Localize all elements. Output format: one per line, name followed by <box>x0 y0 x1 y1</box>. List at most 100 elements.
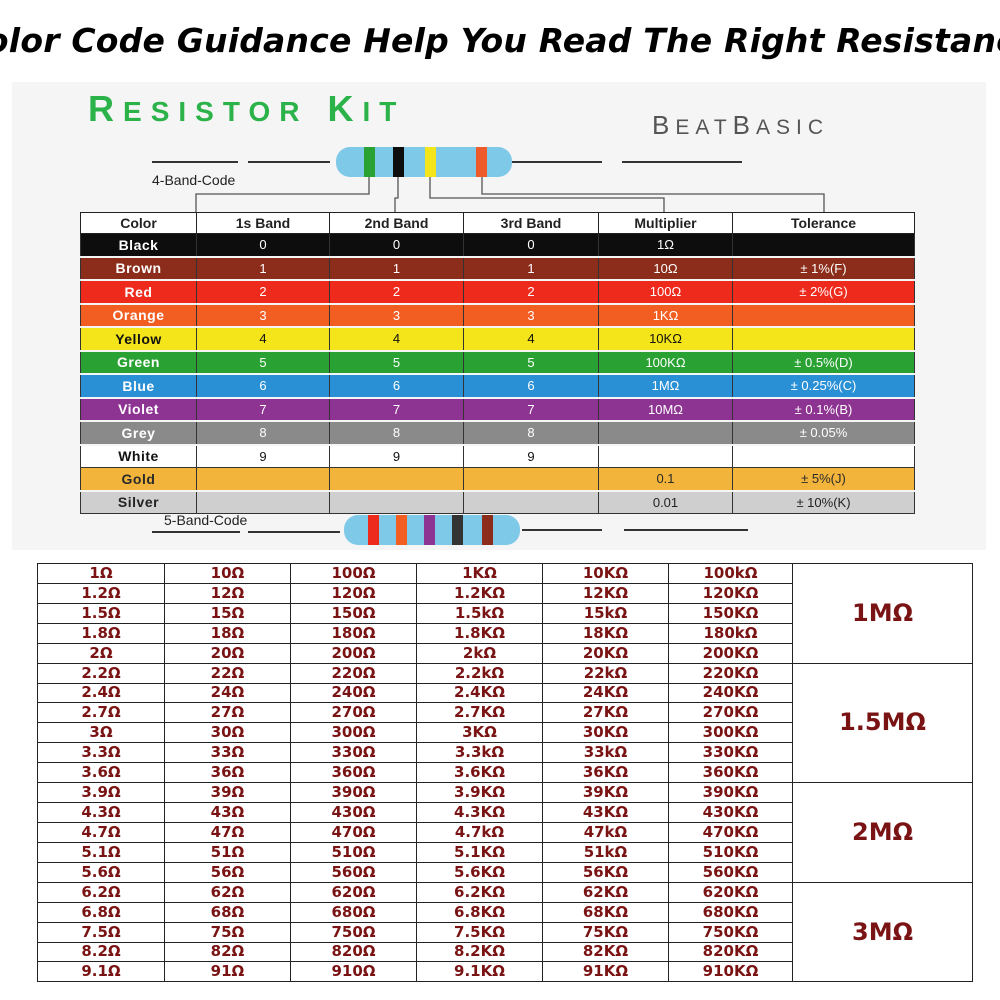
multiplier-value: 10MΩ <box>598 397 733 422</box>
value-cell: 1.8KΩ <box>416 622 543 644</box>
color-row-orange: Orange 3 3 3 1KΩ <box>80 303 915 328</box>
multiplier-value: 1Ω <box>598 233 733 258</box>
value-cell: 360Ω <box>290 762 417 784</box>
multiplier-value: 0.01 <box>598 490 733 514</box>
band2-value: 3 <box>329 303 464 328</box>
band2-value: 1 <box>329 256 464 281</box>
color-name: Yellow <box>80 327 197 352</box>
band3-value: 8 <box>463 421 599 446</box>
value-cell: 33kΩ <box>542 742 669 764</box>
header-band3: 3rd Band <box>463 212 599 234</box>
value-cell: 300Ω <box>290 722 417 744</box>
value-cell: 4.3Ω <box>37 802 165 823</box>
value-cell: 27Ω <box>164 702 291 724</box>
value-cell: 30Ω <box>164 722 291 744</box>
band3-value: 9 <box>463 444 599 468</box>
value-cell: 2.7KΩ <box>416 702 543 724</box>
value-cell: 1.5Ω <box>37 602 165 624</box>
color-name: Violet <box>80 397 197 422</box>
tolerance-value: ± 0.5%(D) <box>732 350 915 375</box>
value-cell: 620Ω <box>290 881 417 903</box>
megaohm-group-cell: 2MΩ <box>792 782 973 883</box>
table-row: 4.7Ω 47Ω 470Ω 4.7kΩ 47kΩ 470KΩ <box>37 821 973 843</box>
resistor-kit-card: RESISTOR KIT BEATBASIC 4-Band-Code 5-Ban… <box>12 82 986 550</box>
value-cell: 8.2KΩ <box>416 941 543 963</box>
band2-value: 8 <box>329 421 464 446</box>
band2-value <box>329 467 464 492</box>
banner: Color Code Guidance Help You Read The Ri… <box>0 0 1000 80</box>
value-cell: 20KΩ <box>542 642 669 664</box>
color-row-yellow: Yellow 4 4 4 10KΩ <box>80 327 915 352</box>
five-band-resistor-band-5 <box>482 515 493 545</box>
band1-value: 9 <box>196 444 330 468</box>
band1-value <box>196 490 330 514</box>
value-cell: 5.1KΩ <box>416 841 543 863</box>
megaohm-group-cell: 1.5MΩ <box>792 662 973 784</box>
multiplier-value: 10KΩ <box>598 327 733 352</box>
value-cell: 22Ω <box>164 662 291 684</box>
value-cell: 820KΩ <box>668 941 793 963</box>
value-cell: 680Ω <box>290 901 417 923</box>
kit-title: RESISTOR KIT <box>88 88 406 129</box>
multiplier-value: 100Ω <box>598 280 733 305</box>
value-cell: 5.6KΩ <box>416 861 543 883</box>
value-cell: 24KΩ <box>542 682 669 704</box>
value-cell: 430KΩ <box>668 802 793 823</box>
band3-value: 1 <box>463 256 599 281</box>
megaohm-group-cell: 3MΩ <box>792 881 973 983</box>
value-cell: 24Ω <box>164 682 291 704</box>
table-row: 1.5Ω 15Ω 150Ω 1.5kΩ 15kΩ 150KΩ <box>37 602 973 624</box>
band3-value: 2 <box>463 280 599 305</box>
value-cell: 1.8Ω <box>37 622 165 644</box>
header-multiplier: Multiplier <box>598 212 733 234</box>
tolerance-value: ± 1%(F) <box>732 256 915 281</box>
value-cell: 56Ω <box>164 861 291 883</box>
value-cell: 750KΩ <box>668 921 793 943</box>
value-cell: 62KΩ <box>542 881 669 903</box>
table-row: 9.1Ω 91Ω 910Ω 9.1KΩ 91KΩ 910KΩ <box>37 961 973 983</box>
color-row-black: Black 0 0 0 1Ω <box>80 233 915 258</box>
table-row: 6.8Ω 68Ω 680Ω 6.8KΩ 68KΩ 680KΩ <box>37 901 973 923</box>
four-band-resistor-icon <box>336 147 512 177</box>
value-cell: 7.5Ω <box>37 921 165 943</box>
band3-value <box>463 467 599 492</box>
five-band-resistor-icon <box>344 515 520 545</box>
value-cell: 3.6KΩ <box>416 762 543 784</box>
value-cell: 6.2KΩ <box>416 881 543 903</box>
color-name: Green <box>80 350 197 375</box>
five-band-resistor-band-3 <box>424 515 435 545</box>
tolerance-value <box>732 303 915 328</box>
value-cell: 47kΩ <box>542 821 669 843</box>
color-row-green: Green 5 5 5 100KΩ ± 0.5%(D) <box>80 350 915 375</box>
value-cell: 240KΩ <box>668 682 793 704</box>
color-name: Grey <box>80 421 197 446</box>
value-cell: 300KΩ <box>668 722 793 744</box>
multiplier-value <box>598 444 733 468</box>
value-cell: 2Ω <box>37 642 165 664</box>
table-row: 8.2Ω 82Ω 820Ω 8.2KΩ 82KΩ 820KΩ <box>37 941 973 963</box>
value-cell: 68KΩ <box>542 901 669 923</box>
value-cell: 5.1Ω <box>37 841 165 863</box>
tolerance-value: ± 10%(K) <box>732 490 915 514</box>
value-cell: 430Ω <box>290 802 417 823</box>
value-cell: 3.3Ω <box>37 742 165 764</box>
value-cell: 9.1Ω <box>37 961 165 983</box>
multiplier-value: 100KΩ <box>598 350 733 375</box>
value-cell: 150KΩ <box>668 602 793 624</box>
multiplier-value <box>598 421 733 446</box>
value-cell: 56KΩ <box>542 861 669 883</box>
multiplier-value: 0.1 <box>598 467 733 492</box>
value-cell: 62Ω <box>164 881 291 903</box>
value-cell: 10Ω <box>164 563 291 584</box>
value-cell: 560Ω <box>290 861 417 883</box>
value-cell: 3Ω <box>37 722 165 744</box>
band3-value: 3 <box>463 303 599 328</box>
megaohm-group-cell: 1MΩ <box>792 563 973 664</box>
value-cell: 750Ω <box>290 921 417 943</box>
value-cell: 33Ω <box>164 742 291 764</box>
tolerance-value <box>732 444 915 468</box>
value-cell: 6.2Ω <box>37 881 165 903</box>
five-band-resistor-band-4 <box>452 515 463 545</box>
value-cell: 2.4KΩ <box>416 682 543 704</box>
value-cell: 8.2Ω <box>37 941 165 963</box>
